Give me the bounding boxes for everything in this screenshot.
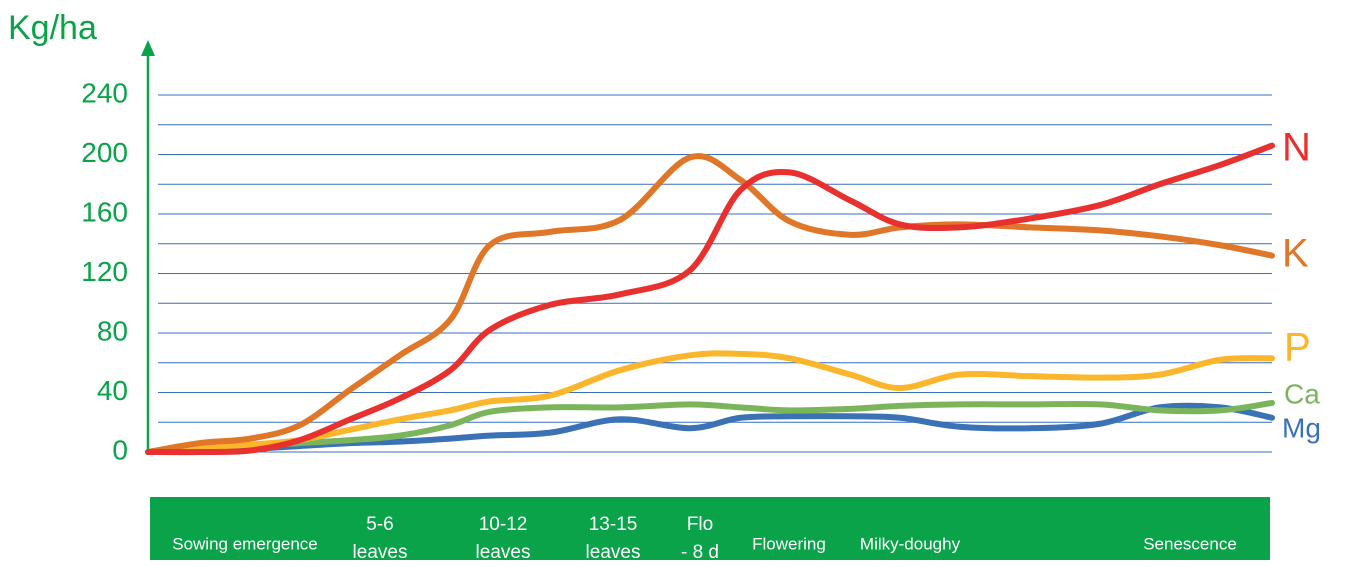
stage-label: 13-15 <box>589 514 638 535</box>
stage-label: leaves <box>586 542 641 563</box>
series-label: Ca <box>1284 378 1320 409</box>
series-label: Mg <box>1282 412 1321 443</box>
y-tick-label: 160 <box>81 196 128 227</box>
stage-label: Sowing emergence <box>172 534 318 553</box>
stage-label: 5-6 <box>366 514 393 535</box>
stage-label: Flo <box>687 514 713 535</box>
series-label: K <box>1282 232 1309 276</box>
chart: Kg/ha 0 40 80 120 160 200 240 MgCa P K N Sowing eme… <box>0 0 1348 567</box>
y-tick-label: 40 <box>97 375 128 406</box>
y-axis-arrow <box>141 40 155 56</box>
stage-label: - 8 d <box>681 542 719 563</box>
y-tick-label: 240 <box>81 77 128 108</box>
series-label: N <box>1282 126 1311 170</box>
stage-label: Milky-doughy <box>860 534 961 553</box>
y-tick-label: 200 <box>81 137 128 168</box>
y-tick-label: 120 <box>81 256 128 287</box>
series-label: P <box>1284 326 1311 370</box>
y-tick-label: 80 <box>97 315 128 346</box>
stage-label: 10-12 <box>479 514 528 535</box>
y-axis-label: Kg/ha <box>8 9 97 47</box>
stage-label: leaves <box>476 542 531 563</box>
stage-label: Flowering <box>752 534 826 553</box>
stage-label: Senescence <box>1143 534 1237 553</box>
stage-label: leaves <box>353 542 408 563</box>
y-tick-label: 0 <box>112 434 128 465</box>
